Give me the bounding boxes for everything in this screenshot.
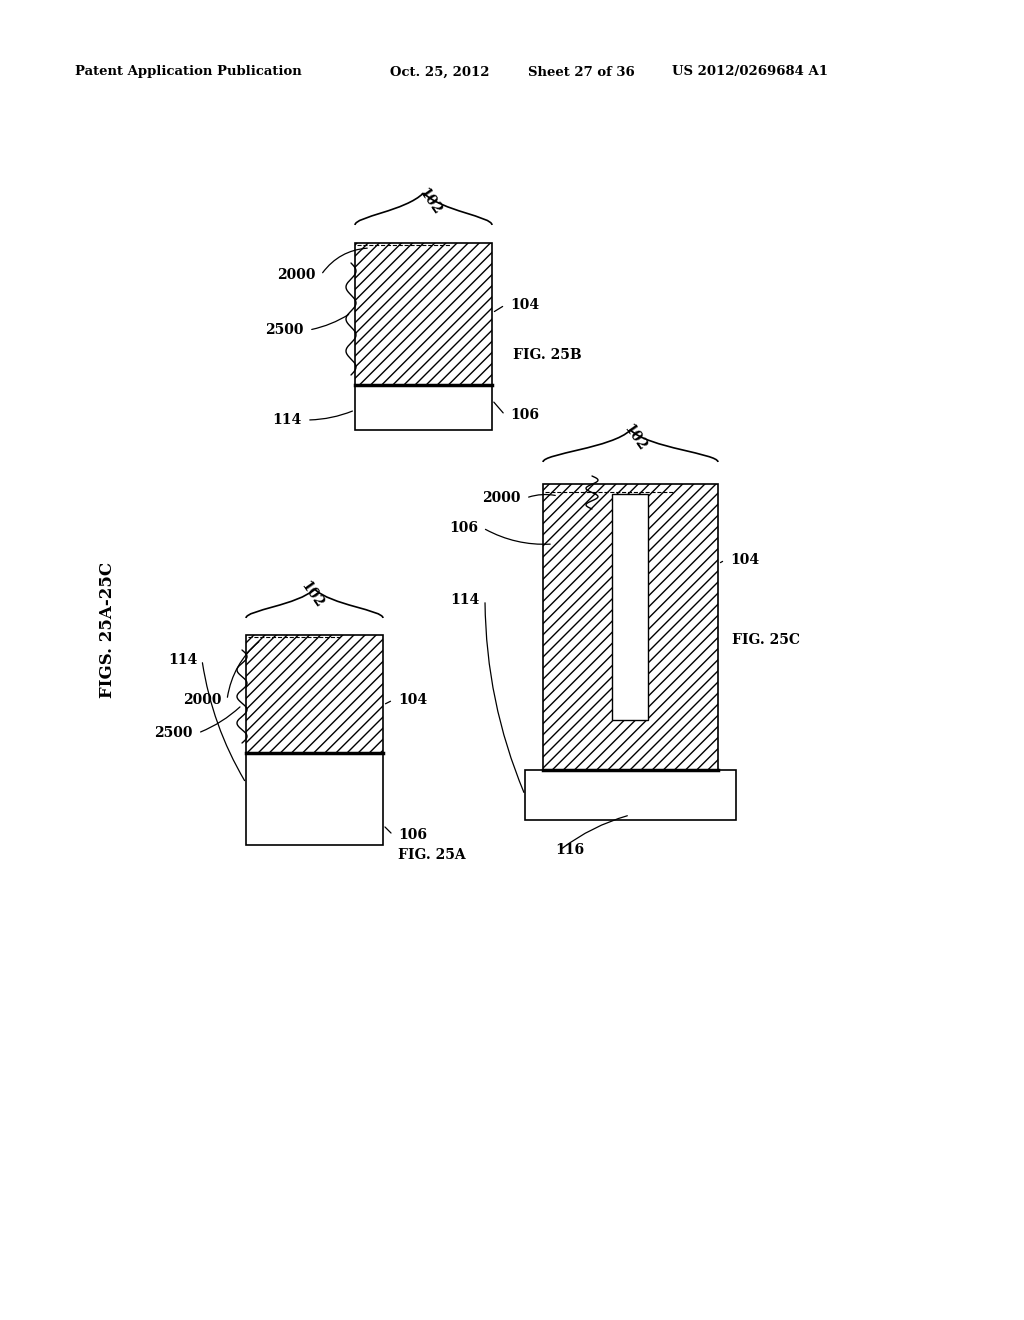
Bar [355, 385, 492, 430]
Text: Oct. 25, 2012: Oct. 25, 2012 [390, 66, 489, 78]
Text: 102: 102 [621, 422, 649, 454]
Text: FIG. 25C: FIG. 25C [732, 634, 800, 647]
Text: 2000: 2000 [183, 693, 222, 708]
Text: 114: 114 [168, 653, 197, 667]
Text: 106: 106 [449, 521, 478, 535]
Text: 102: 102 [298, 579, 326, 611]
Text: FIGS. 25A-25C: FIGS. 25A-25C [99, 562, 117, 698]
Bar [543, 484, 718, 770]
Text: Sheet 27 of 36: Sheet 27 of 36 [528, 66, 635, 78]
Text: 114: 114 [451, 593, 480, 607]
Text: 106: 106 [510, 408, 539, 422]
Text: 116: 116 [555, 843, 584, 857]
Text: Patent Application Publication: Patent Application Publication [75, 66, 302, 78]
Text: FIG. 25A: FIG. 25A [398, 847, 466, 862]
Text: 2000: 2000 [482, 491, 521, 506]
Text: US 2012/0269684 A1: US 2012/0269684 A1 [672, 66, 828, 78]
Text: 2000: 2000 [278, 268, 316, 282]
Text: 104: 104 [730, 553, 759, 568]
Bar [525, 770, 736, 820]
Text: 104: 104 [510, 298, 539, 312]
Text: FIG. 25B: FIG. 25B [513, 348, 582, 362]
Text: 2500: 2500 [155, 726, 193, 741]
Bar [612, 494, 648, 719]
Text: 106: 106 [398, 828, 427, 842]
Bar [246, 635, 383, 752]
Bar [355, 243, 492, 385]
Text: 104: 104 [398, 693, 427, 708]
Text: 2500: 2500 [265, 323, 304, 337]
Bar [246, 752, 383, 845]
Text: 102: 102 [416, 186, 444, 218]
Text: 114: 114 [272, 413, 302, 426]
